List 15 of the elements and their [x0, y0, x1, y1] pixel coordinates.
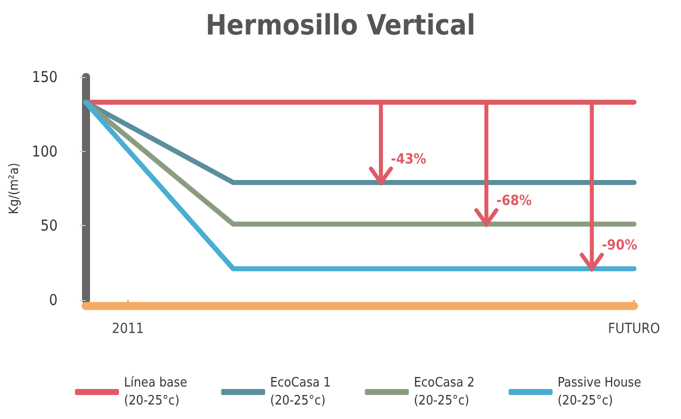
x-tick-label: 2011 — [112, 321, 144, 337]
legend-label: Passive House (20-25°c) — [558, 376, 642, 408]
y-axis-title: Kg/(m²a) — [7, 162, 22, 214]
y-tick-label: 50 — [40, 216, 58, 235]
y-tick-label: 100 — [32, 142, 58, 160]
x-tick-label: FUTURO — [608, 321, 660, 337]
legend-label: Línea base (20-25°c) — [124, 376, 188, 408]
chart-title: Hermosillo Vertical — [206, 8, 476, 42]
legend-label: EcoCasa 2 (20-25°c) — [414, 376, 475, 408]
annotation: -68% — [496, 192, 532, 209]
annotation: -90% — [602, 237, 638, 254]
y-tick-label: 0 — [49, 291, 58, 309]
y-tick-label: 150 — [32, 68, 58, 86]
annotation: -43% — [390, 151, 427, 168]
legend-label: EcoCasa 1 (20-25°c) — [270, 376, 331, 408]
